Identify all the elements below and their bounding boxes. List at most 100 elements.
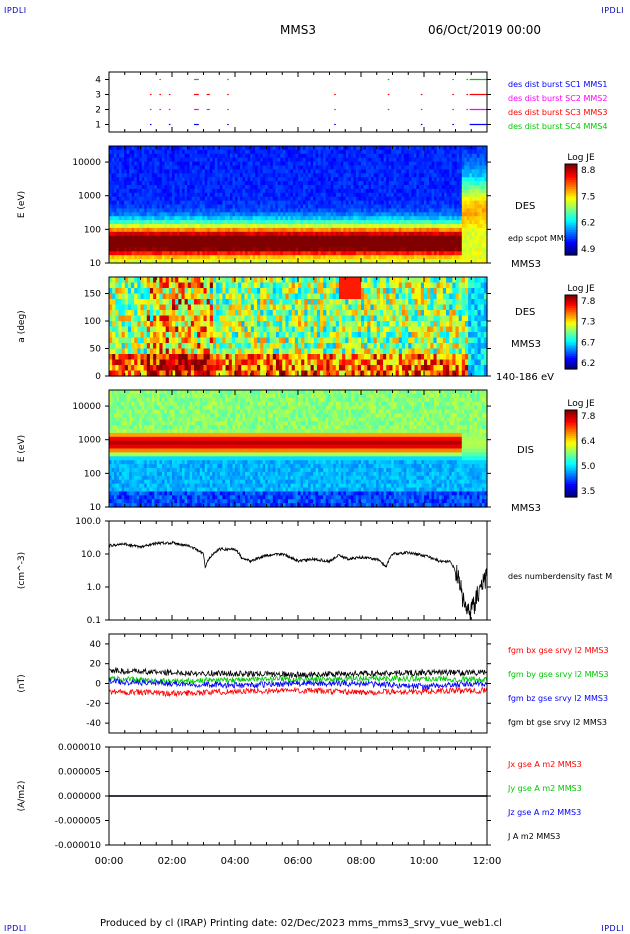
des-energy-cell — [376, 239, 380, 245]
des-energy-cell — [333, 259, 337, 264]
des-energy-cell — [371, 157, 375, 163]
des-energy-cell — [240, 153, 244, 159]
des-energy-cell — [141, 185, 145, 190]
des-energy-cell — [242, 224, 246, 229]
des-energy-cell — [119, 231, 123, 237]
des-energy-cell — [315, 165, 319, 170]
des-energy-cell — [250, 188, 254, 194]
des-energy-cell — [391, 161, 395, 167]
des-energy-cell — [280, 161, 284, 167]
des-energy-cell — [323, 157, 327, 163]
des-energy-cell — [174, 177, 178, 182]
des-energy-cell — [333, 227, 337, 233]
des-energy-cell — [232, 149, 236, 155]
des-energy-cell — [252, 255, 256, 260]
des-energy-cell — [396, 149, 400, 155]
des-energy-cell — [295, 251, 299, 256]
des-energy-cell — [250, 212, 254, 217]
des-energy-cell — [182, 161, 186, 167]
des-energy-cell — [114, 153, 118, 159]
des-energy-cell — [295, 259, 299, 264]
des-energy-cell — [280, 220, 284, 225]
des-energy-cell — [368, 157, 372, 163]
des-energy-cell — [184, 208, 188, 213]
des-energy-cell — [144, 259, 148, 264]
des-energy-cell — [136, 216, 140, 221]
des-energy-cell — [376, 149, 380, 155]
des-energy-cell — [189, 204, 193, 209]
des-energy-cell — [265, 243, 269, 248]
des-energy-cell — [184, 153, 188, 159]
des-energy-cell — [109, 181, 113, 186]
des-energy-cell — [298, 227, 302, 233]
des-energy-cell — [371, 146, 375, 151]
des-energy-cell — [204, 192, 208, 198]
des-energy-cell — [199, 231, 203, 237]
des-energy-cell — [174, 153, 178, 159]
des-energy-cell — [403, 227, 407, 233]
des-energy-cell — [267, 212, 271, 217]
des-energy-cell — [262, 177, 266, 182]
des-energy-cell — [298, 231, 302, 237]
des-energy-cell — [418, 224, 423, 229]
des-energy-cell — [323, 192, 327, 198]
des-energy-cell — [386, 153, 390, 159]
des-energy-cell — [245, 153, 249, 159]
des-energy-cell — [401, 231, 405, 237]
des-energy-cell — [371, 227, 375, 233]
des-energy-cell — [426, 153, 430, 159]
des-energy-cell — [262, 165, 266, 170]
des-energy-cell — [111, 235, 115, 241]
des-energy-cell — [285, 220, 289, 225]
des-energy-cell — [391, 157, 395, 163]
des-energy-cell — [421, 231, 425, 237]
des-energy-cell — [124, 181, 128, 186]
des-energy-cell — [429, 200, 433, 206]
des-energy-cell — [325, 227, 329, 233]
des-energy-cell — [156, 204, 160, 209]
des-energy-cell — [353, 208, 357, 213]
des-energy-cell — [398, 227, 402, 233]
des-energy-cell — [224, 192, 229, 198]
des-energy-cell — [313, 161, 317, 167]
des-energy-cell — [308, 208, 312, 213]
des-energy-cell — [156, 200, 160, 206]
des-energy-cell — [156, 239, 160, 245]
des-energy-cell — [343, 235, 347, 241]
des-energy-cell — [166, 200, 171, 206]
des-energy-cell — [116, 146, 120, 151]
des-energy-cell — [111, 231, 115, 237]
des-energy-cell — [292, 200, 297, 206]
des-energy-cell — [111, 149, 115, 155]
des-energy-cell — [116, 243, 120, 248]
des-energy-cell — [318, 196, 322, 202]
des-energy-cell — [320, 196, 324, 202]
des-energy-cell — [315, 231, 319, 237]
des-energy-cell — [363, 149, 367, 155]
des-energy-cell — [151, 235, 155, 241]
des-energy-cell — [396, 165, 400, 170]
des-energy-cell — [376, 165, 380, 170]
des-energy-cell — [282, 157, 286, 163]
des-energy-cell — [232, 227, 236, 233]
des-energy-cell — [396, 212, 400, 217]
des-energy-cell — [376, 192, 380, 198]
des-energy-cell — [255, 208, 259, 213]
des-energy-cell — [177, 146, 181, 151]
corner-label-top-left: IPDLI — [4, 6, 27, 15]
des-energy-cell — [340, 185, 344, 190]
des-energy-cell — [111, 192, 115, 198]
des-energy-cell — [338, 196, 342, 202]
des-energy-cell — [401, 169, 405, 174]
des-energy-cell — [366, 239, 370, 245]
des-energy-cell — [169, 231, 173, 237]
des-energy-cell — [257, 247, 261, 252]
des-energy-cell — [174, 251, 178, 256]
des-energy-cell — [285, 146, 289, 151]
des-energy-cell — [154, 255, 158, 260]
des-energy-cell — [413, 169, 418, 174]
des-energy-cell — [154, 181, 158, 186]
des-energy-cell — [235, 173, 239, 178]
des-energy-cell — [247, 146, 251, 151]
des-energy-cell — [285, 153, 289, 159]
